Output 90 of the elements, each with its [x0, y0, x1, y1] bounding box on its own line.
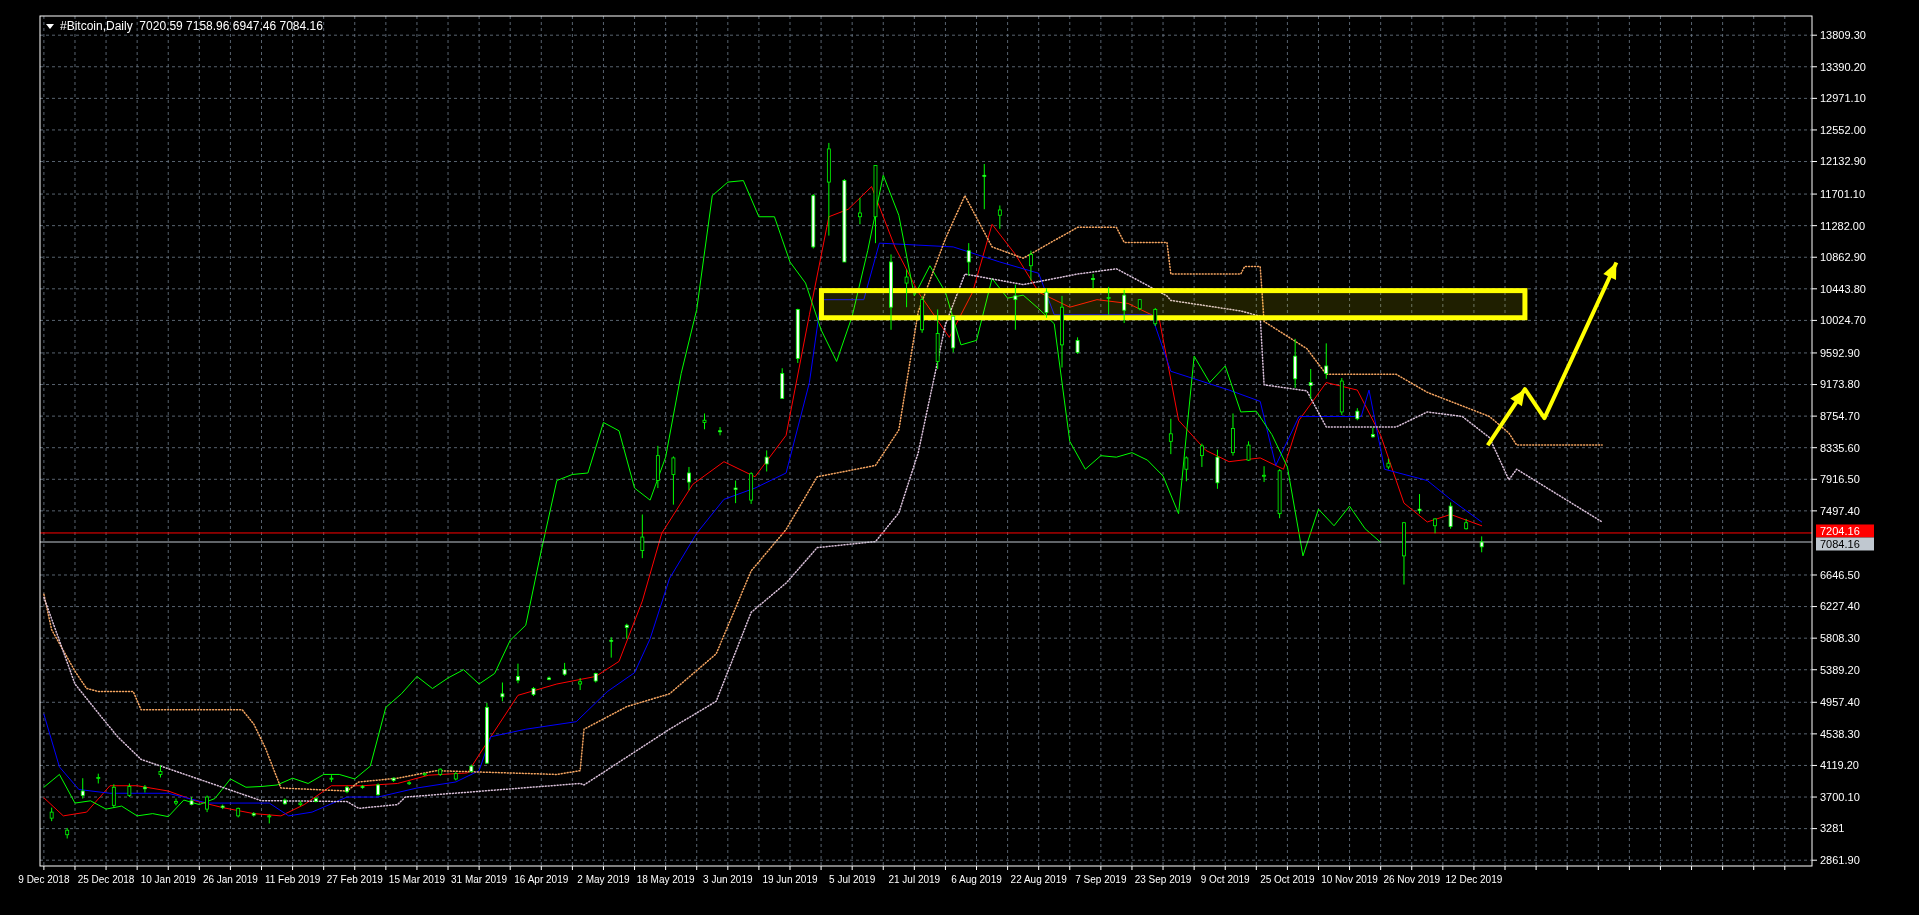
- x-tick-label: 19 Jun 2019: [762, 874, 818, 885]
- x-tick-label: 25 Oct 2019: [1260, 874, 1316, 885]
- x-tick-label: 2 May 2019: [577, 874, 631, 885]
- candlestick: [1246, 440, 1251, 462]
- x-tick-label: 18 May 2019: [636, 874, 695, 885]
- candlestick: [1091, 273, 1095, 289]
- y-tick-label: 7916.50: [1820, 473, 1860, 486]
- candlestick: [966, 242, 971, 277]
- candlestick: [997, 204, 1002, 230]
- y-tick-label: 13390.20: [1820, 60, 1866, 73]
- x-tick-label: 9 Dec 2018: [18, 874, 70, 885]
- candlestick: [1153, 307, 1158, 327]
- candlestick: [640, 513, 645, 559]
- x-tick-label: 25 Dec 2018: [77, 874, 135, 885]
- y-tick-label: 6227.40: [1820, 600, 1860, 613]
- candlestick: [733, 480, 738, 504]
- y-tick-label: 5808.30: [1820, 632, 1860, 645]
- candlestick: [764, 449, 769, 472]
- y-tick-label: 8754.70: [1820, 409, 1860, 422]
- candlestick: [1029, 250, 1033, 282]
- x-tick-label: 6 Aug 2019: [951, 874, 1003, 885]
- y-tick-label: 2861.90: [1820, 854, 1860, 867]
- candlestick: [1433, 517, 1437, 534]
- candlestick: [904, 269, 909, 308]
- y-tick-label: 8335.60: [1820, 441, 1860, 454]
- y-tick-label: 12971.10: [1820, 92, 1866, 105]
- y-tick-label: 10024.70: [1820, 314, 1866, 327]
- x-tick-label: 16 Apr 2019: [514, 874, 569, 885]
- candlestick: [1262, 465, 1266, 483]
- x-tick-label: 15 Mar 2019: [388, 874, 446, 885]
- y-tick-label: 13809.30: [1820, 29, 1866, 42]
- y-tick-label: 3281: [1820, 822, 1845, 835]
- x-tick-label: 27 Feb 2019: [326, 874, 384, 885]
- candlestick: [578, 677, 583, 691]
- y-tick-label: 7497.40: [1820, 504, 1860, 517]
- candlestick: [1448, 501, 1453, 530]
- y-tick-label: 12552.00: [1820, 123, 1866, 136]
- y-tick-label: 10862.90: [1820, 251, 1866, 264]
- candlestick: [143, 784, 147, 794]
- x-tick-label: 26 Jan 2019: [202, 874, 259, 885]
- x-tick-label: 26 Nov 2019: [1383, 874, 1441, 885]
- y-tick-label: 4957.40: [1820, 696, 1860, 709]
- candlestick: [1168, 418, 1173, 455]
- y-tick-label: 11282.00: [1820, 219, 1866, 232]
- chart-title: #Bitcoin,Daily 7020.59 7158.96 6947.46 7084.16: [60, 19, 324, 33]
- candlestick: [111, 783, 116, 809]
- y-tick-label: 3700.10: [1820, 790, 1860, 803]
- candlestick: [1013, 284, 1018, 331]
- candlestick: [982, 163, 987, 210]
- y-tick-label: 11701.10: [1820, 187, 1866, 200]
- y-tick-label: 5389.20: [1820, 663, 1860, 676]
- y-tick-label: 6646.50: [1820, 568, 1860, 581]
- ref-line-label: 7204.16: [1820, 524, 1860, 537]
- y-tick-label: 4119.20: [1820, 759, 1859, 772]
- x-tick-label: 23 Sep 2019: [1134, 874, 1192, 885]
- x-tick-label: 11 Feb 2019: [264, 874, 321, 885]
- x-tick-label: 22 Aug 2019: [1010, 874, 1068, 885]
- y-tick-label: 9173.80: [1820, 378, 1860, 391]
- candlestick: [1417, 493, 1422, 515]
- candlestick: [1200, 443, 1204, 468]
- x-tick-label: 12 Dec 2019: [1445, 874, 1503, 885]
- candlestick: [1324, 342, 1329, 380]
- candlestick: [1122, 289, 1127, 324]
- candlestick: [516, 663, 520, 684]
- candlestick: [80, 777, 85, 800]
- y-tick-label: 10443.80: [1820, 282, 1866, 295]
- candlestick: [687, 466, 691, 491]
- candlestick: [1184, 455, 1189, 482]
- x-tick-label: 5 Jul 2019: [829, 874, 876, 885]
- candlestick: [858, 197, 862, 225]
- x-tick-label: 10 Nov 2019: [1321, 874, 1379, 885]
- y-tick-label: 4538.30: [1820, 727, 1860, 740]
- candlestick: [718, 426, 722, 436]
- candlestick: [1044, 287, 1049, 319]
- candlestick: [1293, 338, 1298, 389]
- candlestick: [500, 682, 505, 702]
- ref-line-label: 7084.16: [1820, 537, 1860, 550]
- candlestick: [1106, 286, 1111, 316]
- candlestick: [671, 455, 676, 506]
- x-tick-label: 9 Oct 2019: [1200, 874, 1251, 885]
- x-tick-label: 7 Sep 2019: [1075, 874, 1127, 885]
- candlestick: [1370, 427, 1375, 439]
- x-tick-label: 3 Jun 2019: [703, 874, 753, 885]
- y-tick-label: 12132.90: [1820, 155, 1866, 168]
- y-tick-label: 9592.90: [1820, 346, 1860, 359]
- x-tick-label: 21 Jul 2019: [888, 874, 941, 885]
- x-tick-label: 10 Jan 2019: [140, 874, 197, 885]
- candlestick: [609, 636, 614, 659]
- candlestick: [1308, 368, 1313, 400]
- x-tick-label: 31 Mar 2019: [451, 874, 508, 885]
